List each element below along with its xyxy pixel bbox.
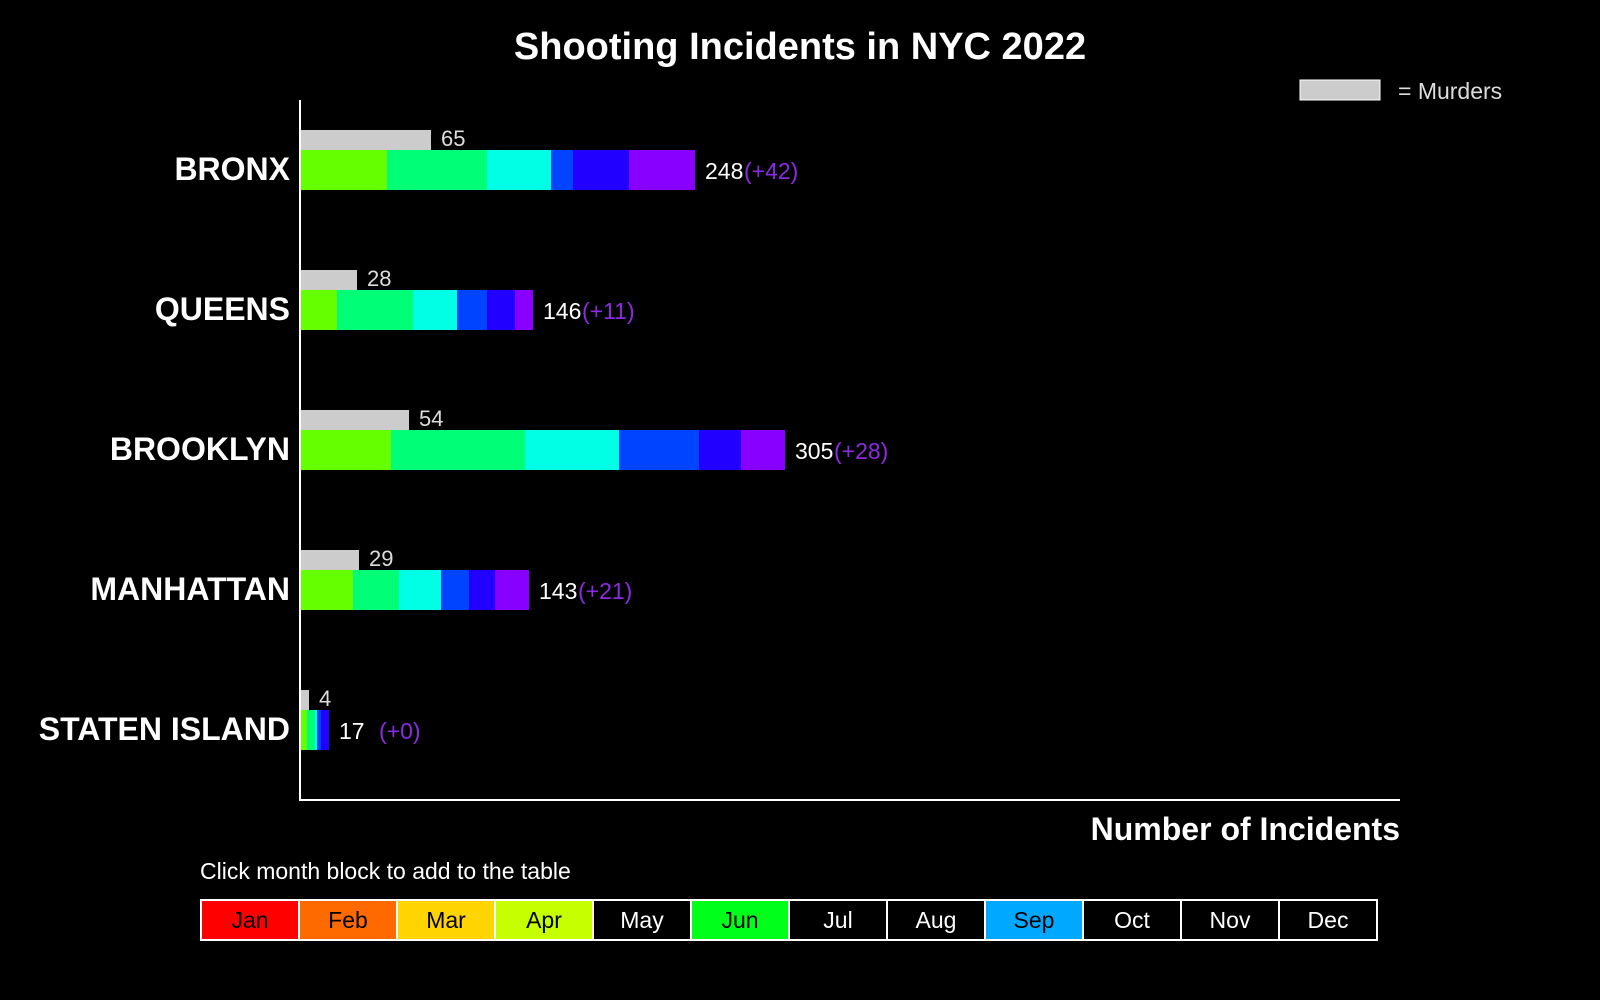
category-label-staten-island: STATEN ISLAND xyxy=(39,711,290,747)
segment-may[interactable] xyxy=(387,150,487,190)
month-cell-sep[interactable]: Sep xyxy=(984,899,1084,941)
increment-label: (+11) xyxy=(582,298,635,324)
segment-may[interactable] xyxy=(307,710,315,750)
segment-may[interactable] xyxy=(391,430,525,470)
segment-aug[interactable] xyxy=(469,570,495,610)
murders-label: 65 xyxy=(441,126,465,151)
month-row: Jan Feb Mar Apr May Jun Jul Aug Sep Oct Nov Dec xyxy=(200,899,1378,941)
segment-jun[interactable] xyxy=(399,570,441,610)
month-cell-jul[interactable]: Jul xyxy=(788,899,888,941)
total-label: 17 xyxy=(339,718,365,744)
segment-apr[interactable] xyxy=(301,710,307,750)
murders-label: 54 xyxy=(419,406,443,431)
category-label-queens: QUEENS xyxy=(155,291,290,327)
segment-jul[interactable] xyxy=(441,570,469,610)
category-label-brooklyn: BROOKLYN xyxy=(110,431,290,467)
month-cell-oct[interactable]: Oct xyxy=(1082,899,1182,941)
murders-label: 4 xyxy=(319,686,331,711)
segment-jun[interactable] xyxy=(525,430,619,470)
legend-murders-label: = Murders xyxy=(1398,78,1502,104)
month-cell-feb[interactable]: Feb xyxy=(298,899,398,941)
murders-bar xyxy=(301,130,431,150)
table-hint: Click month block to add to the table xyxy=(200,858,571,884)
legend-murders-swatch xyxy=(1299,79,1381,101)
segment-sep[interactable] xyxy=(741,430,785,470)
month-cell-jan[interactable]: Jan xyxy=(200,899,300,941)
murders-label: 28 xyxy=(367,266,391,291)
legend: = Murders xyxy=(1299,78,1502,104)
month-cell-jun[interactable]: Jun xyxy=(690,899,790,941)
segment-jul[interactable] xyxy=(317,710,321,750)
murders-bar xyxy=(301,270,357,290)
segment-aug[interactable] xyxy=(573,150,629,190)
segment-apr[interactable] xyxy=(301,150,387,190)
segment-apr[interactable] xyxy=(301,430,391,470)
x-axis-label: Number of Incidents xyxy=(1091,811,1400,847)
total-label: 146 xyxy=(543,298,581,324)
murders-bar xyxy=(301,550,359,570)
increment-label: (+21) xyxy=(578,578,632,604)
segment-jun[interactable] xyxy=(487,150,551,190)
increment-label: (+28) xyxy=(834,438,888,464)
category-label-manhattan: MANHATTAN xyxy=(90,571,290,607)
month-cell-mar[interactable]: Mar xyxy=(396,899,496,941)
segment-jul[interactable] xyxy=(457,290,487,330)
bars-group: BRONX 65 248 (+42) QUEENS 28 146 (+11) BROOKLYN 5… xyxy=(39,126,888,750)
total-label: 248 xyxy=(705,158,743,184)
murders-bar xyxy=(301,410,409,430)
segment-jul[interactable] xyxy=(619,430,699,470)
segment-jun[interactable] xyxy=(413,290,457,330)
month-cell-nov[interactable]: Nov xyxy=(1180,899,1280,941)
category-label-bronx: BRONX xyxy=(174,151,290,187)
segment-may[interactable] xyxy=(353,570,399,610)
segment-aug[interactable] xyxy=(699,430,741,470)
increment-label: (+42) xyxy=(744,158,798,184)
murders-label: 29 xyxy=(369,546,393,571)
segment-sep[interactable] xyxy=(629,150,695,190)
segment-aug[interactable] xyxy=(487,290,515,330)
total-label: 143 xyxy=(539,578,577,604)
increment-label: (+0) xyxy=(379,718,421,744)
segment-sep[interactable] xyxy=(495,570,529,610)
chart-title: Shooting Incidents in NYC 2022 xyxy=(514,26,1086,68)
segment-may[interactable] xyxy=(337,290,413,330)
segment-jul[interactable] xyxy=(551,150,573,190)
segment-jun[interactable] xyxy=(315,710,317,750)
month-cell-apr[interactable]: Apr xyxy=(494,899,594,941)
segment-aug[interactable] xyxy=(321,710,329,750)
segment-apr[interactable] xyxy=(301,290,337,330)
month-table: Jan Feb Mar Apr May Jun Jul Aug Sep Oct Nov Dec xyxy=(200,899,1378,941)
month-cell-may[interactable]: May xyxy=(592,899,692,941)
month-cell-dec[interactable]: Dec xyxy=(1278,899,1378,941)
segment-apr[interactable] xyxy=(301,570,353,610)
total-label: 305 xyxy=(795,438,833,464)
month-cell-aug[interactable]: Aug xyxy=(886,899,986,941)
segment-sep[interactable] xyxy=(515,290,533,330)
murders-bar xyxy=(301,690,309,710)
